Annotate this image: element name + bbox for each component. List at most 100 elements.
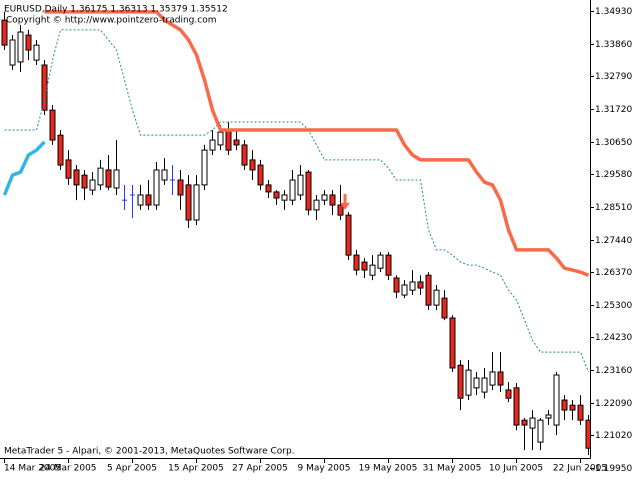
y-tick-label: 1.34930 (595, 7, 632, 17)
y-tick-label: 1.26370 (595, 268, 632, 278)
candle-body (497, 371, 504, 386)
candle-body (545, 414, 552, 419)
candle-body (273, 191, 280, 199)
candle-body (337, 204, 344, 216)
x-tick-label: 22 Jun 2005 (553, 464, 607, 474)
candle-body (577, 404, 584, 421)
candle-body (265, 184, 272, 193)
candle-body (185, 184, 192, 221)
candle-body (425, 274, 432, 306)
y-tick-label: 1.23160 (595, 366, 632, 376)
y-tick-label: 1.24230 (595, 333, 632, 343)
candle-body (345, 214, 352, 256)
x-tick-label: 10 Jun 2005 (489, 464, 543, 474)
candle-body (361, 261, 368, 271)
candle-body (161, 169, 168, 181)
candle-body (81, 174, 88, 189)
candle-body (489, 371, 496, 386)
footer: MetaTrader 5 - Alpari, © 2001-2013, Meta… (4, 447, 295, 457)
y-tick-label: 1.32790 (595, 72, 632, 82)
y-tick-label: 1.21020 (595, 431, 632, 441)
candle-body (553, 374, 560, 426)
candle-body (57, 134, 64, 166)
candle-body (289, 179, 296, 201)
y-tick-label: 1.29580 (595, 170, 632, 180)
candle-body (513, 387, 520, 426)
candle-body (65, 159, 72, 179)
y-tick-label: 1.25300 (595, 301, 632, 311)
candle-body (313, 199, 320, 211)
candle-body (393, 277, 400, 293)
candle-body (137, 194, 144, 206)
x-tick-label: 5 Apr 2005 (107, 464, 157, 474)
candle-body (305, 171, 312, 211)
candle-body (41, 64, 48, 111)
candle-body (145, 194, 152, 206)
candle-body (585, 419, 590, 449)
candle-body (257, 164, 264, 186)
y-tick-label: 1.33860 (595, 40, 632, 50)
candle-body (433, 289, 440, 306)
x-tick-label: 9 May 2005 (298, 464, 351, 474)
candle-body (25, 34, 32, 51)
candle-body (529, 417, 536, 429)
candle-body (465, 369, 472, 396)
candle-body (225, 129, 232, 151)
candle-body (353, 254, 360, 271)
candle-body (73, 169, 80, 186)
candle-body (401, 284, 408, 296)
candle-body (193, 184, 200, 221)
y-tick-label: 1.22090 (595, 399, 632, 409)
candle-body (385, 254, 392, 276)
candle-body (33, 44, 40, 61)
stop-line (44, 10, 590, 277)
envelope-line (4, 29, 589, 373)
candle-body (377, 254, 384, 269)
x-tick-label: 31 May 2005 (423, 464, 482, 474)
signal-arrow (340, 193, 350, 210)
candle-body (481, 377, 488, 393)
y-tick-label: 1.31720 (595, 105, 632, 115)
candle-body (17, 31, 24, 63)
candle-body (233, 139, 240, 146)
candle-body (505, 389, 512, 399)
candle-body (297, 174, 304, 196)
y-tick-label: 1.30650 (595, 138, 632, 148)
x-tick-label: 15 Apr 2005 (168, 464, 224, 474)
copyright: Copyright © http://www.pointzero-trading… (6, 16, 216, 26)
candle-body (449, 317, 456, 369)
candle-body (113, 169, 120, 189)
candle-body (217, 131, 224, 146)
candle-body (201, 149, 208, 186)
candle-body (369, 264, 376, 276)
x-tick-label: 19 May 2005 (359, 464, 418, 474)
candle-body (49, 109, 56, 141)
candle-body (561, 399, 568, 411)
y-tick-label: 1.19950 (595, 464, 632, 474)
candle-body (409, 281, 416, 291)
candle-body (177, 179, 184, 196)
candle-body (441, 297, 448, 319)
candle-body (537, 419, 544, 443)
candle-body (569, 404, 576, 411)
y-tick-label: 1.28510 (595, 203, 632, 213)
candle-body (105, 169, 112, 188)
plot-area (1, 10, 590, 455)
candle-body (241, 144, 248, 166)
candle-body (321, 194, 328, 201)
stop-line (2, 140, 46, 196)
candle-body (89, 179, 96, 191)
candle-body (521, 419, 528, 426)
candle-body (473, 377, 480, 389)
x-tick-label: 24 Mar 2005 (39, 464, 96, 474)
candle-body (1, 19, 8, 46)
chart-header: EURUSD,Daily 1.36175 1.36313 1.35379 1.3… (4, 5, 228, 15)
candle-body (153, 169, 160, 206)
candle-body (281, 194, 288, 201)
candle-body (209, 139, 216, 151)
x-tick-label: 14 Mar 2005 (4, 464, 61, 474)
candle-body (249, 159, 256, 171)
